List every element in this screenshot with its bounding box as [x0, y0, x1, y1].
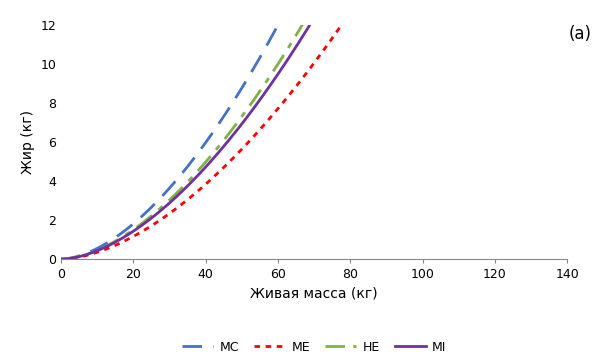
Line: ME: ME [61, 0, 531, 259]
ME [284, 95, 291, 100]
HE [312, 0, 319, 5]
MI [312, 14, 319, 18]
Y-axis label: Жир (кг): Жир (кг) [21, 110, 35, 174]
ME [57, 257, 65, 261]
ME [337, 24, 345, 28]
Text: (a): (a) [569, 25, 592, 43]
HE [284, 48, 291, 52]
MI [281, 63, 288, 67]
X-axis label: Живая масса (кг): Живая масса (кг) [250, 287, 378, 301]
ME [281, 99, 288, 103]
HE [281, 52, 288, 56]
Line: HE: HE [61, 0, 531, 259]
MI [284, 58, 291, 63]
ME [312, 59, 319, 63]
Line: MI: MI [61, 0, 531, 259]
Legend: MC, ME, HE, MI: MC, ME, HE, MI [177, 336, 451, 359]
Line: MC: MC [61, 0, 531, 259]
MC [281, 11, 288, 15]
MC [284, 6, 291, 10]
MC [57, 257, 65, 261]
HE [57, 257, 65, 261]
MI [57, 257, 65, 261]
